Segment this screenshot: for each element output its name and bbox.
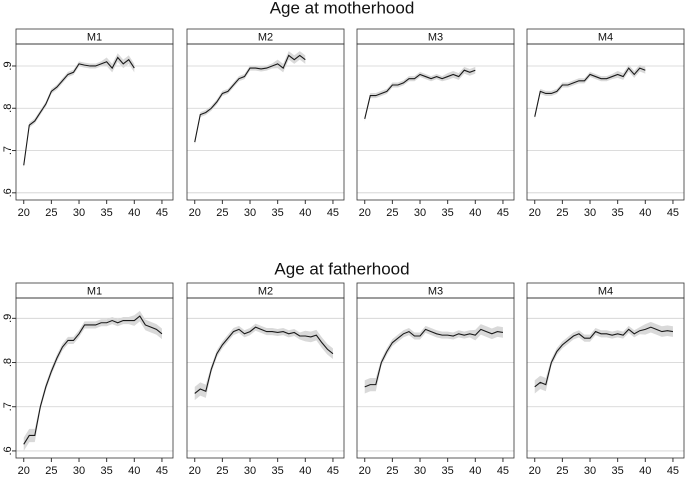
x-tick-label: 25 (556, 207, 568, 219)
x-tick-label: 40 (469, 465, 481, 477)
line (364, 328, 504, 388)
x-tick-label: 35 (442, 465, 454, 477)
x-tick-label: 20 (189, 207, 201, 219)
x-tick-label: 40 (128, 207, 140, 219)
x-tick-label: 25 (45, 207, 57, 219)
y-tick-label: .9 (2, 314, 14, 323)
x-tick-label: 45 (327, 207, 339, 219)
plot-frame (15, 297, 174, 459)
row-title: Age at motherhood (270, 0, 415, 17)
x-tick-label: 25 (45, 465, 57, 477)
x-tick-label: 40 (299, 465, 311, 477)
x-tick-label: 30 (244, 207, 256, 219)
panel-title: M2 (258, 31, 273, 43)
x-tick-label: 35 (612, 207, 624, 219)
x-tick-label: 30 (584, 207, 596, 219)
x-tick-label: 45 (156, 465, 168, 477)
x-tick-label: 30 (414, 207, 426, 219)
panel-title: M3 (428, 31, 443, 43)
line (23, 315, 163, 445)
plot-frame (186, 43, 345, 201)
plot-frame (186, 297, 345, 459)
x-tick-label: 35 (612, 465, 624, 477)
x-tick-label: 30 (584, 465, 596, 477)
x-tick-label: 45 (667, 207, 679, 219)
x-tick-label: 35 (101, 465, 113, 477)
x-tick-label: 25 (386, 465, 398, 477)
confidence-band (364, 66, 476, 122)
x-tick-label: 20 (529, 465, 541, 477)
line (194, 326, 334, 394)
x-tick-label: 20 (359, 465, 371, 477)
panel-title: M2 (258, 285, 273, 297)
x-tick-label: 35 (272, 465, 284, 477)
panel-title: M1 (87, 31, 102, 43)
x-tick-label: 25 (386, 207, 398, 219)
line (534, 67, 646, 117)
x-tick-label: 20 (18, 207, 30, 219)
panel-title: M3 (428, 285, 443, 297)
y-tick-label: .6 (2, 446, 14, 455)
plot-frame (526, 43, 685, 201)
x-tick-label: 40 (469, 207, 481, 219)
y-tick-label: .9 (2, 61, 14, 70)
x-tick-label: 35 (442, 207, 454, 219)
x-tick-label: 20 (18, 465, 30, 477)
y-tick-label: .7 (2, 146, 14, 155)
confidence-band (364, 324, 503, 394)
panel-title: M1 (87, 285, 102, 297)
y-tick-label: .6 (2, 188, 14, 197)
plot-frame (356, 297, 515, 459)
row-title: Age at fatherhood (274, 259, 409, 278)
line (23, 56, 135, 166)
x-tick-label: 40 (128, 465, 140, 477)
x-tick-label: 45 (667, 465, 679, 477)
line (194, 54, 306, 143)
x-tick-label: 45 (497, 207, 509, 219)
x-tick-label: 35 (101, 207, 113, 219)
x-tick-label: 30 (414, 465, 426, 477)
x-tick-label: 25 (556, 465, 568, 477)
confidence-band (194, 51, 306, 145)
x-tick-label: 35 (272, 207, 284, 219)
x-tick-label: 20 (189, 465, 201, 477)
confidence-band (23, 53, 135, 168)
line (534, 326, 674, 388)
confidence-band (194, 323, 333, 401)
x-tick-label: 25 (216, 207, 228, 219)
y-tick-label: .8 (2, 358, 14, 367)
y-tick-label: .7 (2, 402, 14, 411)
x-tick-label: 30 (244, 465, 256, 477)
x-tick-label: 20 (529, 207, 541, 219)
x-tick-label: 40 (639, 207, 651, 219)
confidence-band (534, 64, 646, 120)
x-tick-label: 45 (327, 465, 339, 477)
panel-title: M4 (598, 31, 613, 43)
plot-frame (356, 43, 515, 201)
panel-title: M4 (598, 285, 613, 297)
line (364, 69, 476, 119)
confidence-band (23, 310, 162, 451)
x-tick-label: 45 (497, 465, 509, 477)
x-tick-label: 40 (299, 207, 311, 219)
x-tick-label: 40 (639, 465, 651, 477)
plot-frame (526, 297, 685, 459)
x-tick-label: 30 (73, 465, 85, 477)
y-tick-label: .8 (2, 104, 14, 113)
x-tick-label: 30 (73, 207, 85, 219)
confidence-band (534, 321, 673, 394)
x-tick-label: 45 (156, 207, 168, 219)
x-tick-label: 25 (216, 465, 228, 477)
plot-frame (15, 43, 174, 201)
x-tick-label: 20 (359, 207, 371, 219)
